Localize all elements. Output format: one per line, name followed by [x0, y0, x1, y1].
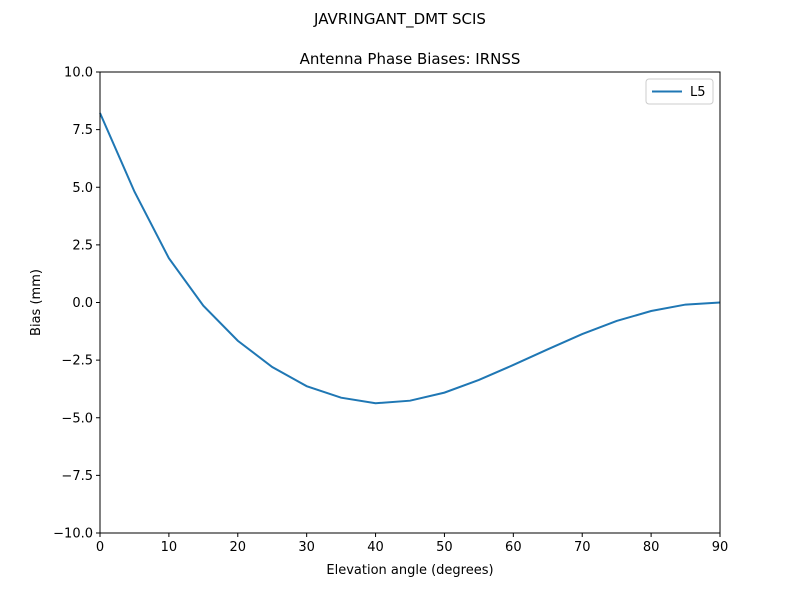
y-axis-label: Bias (mm): [29, 269, 44, 336]
y-tick-label: −10.0: [53, 527, 93, 542]
x-tick-label: 40: [367, 540, 384, 555]
plot-frame: [99, 71, 721, 534]
x-tick-label: 60: [505, 540, 522, 555]
y-tick-label: 2.5: [72, 238, 93, 253]
y-tick-label: −2.5: [61, 354, 93, 369]
chart-title: Antenna Phase Biases: IRNSS: [300, 50, 521, 68]
y-tick-label: 0.0: [72, 296, 93, 311]
y-tick-label: 7.5: [72, 123, 93, 138]
y-tick-label: 10.0: [64, 66, 93, 81]
y-tick-label: 5.0: [72, 181, 93, 196]
y-tick-label: −5.0: [61, 411, 93, 426]
x-tick-label: 0: [96, 540, 104, 555]
suptitle: JAVRINGANT_DMT SCIS: [313, 10, 486, 29]
series-line-L5: [99, 112, 721, 405]
x-tick-label: 10: [161, 540, 178, 555]
x-tick-label: 30: [298, 540, 315, 555]
x-tick-label: 70: [574, 540, 591, 555]
x-axis-label: Elevation angle (degrees): [326, 563, 493, 578]
x-tick-label: 20: [230, 540, 247, 555]
y-tick-label: −7.5: [61, 469, 93, 484]
x-tick-label: 50: [436, 540, 453, 555]
x-tick-label: 80: [643, 540, 660, 555]
legend-label-L5: L5: [690, 85, 706, 100]
x-tick-label: 90: [712, 540, 729, 555]
legend: L5: [645, 78, 714, 105]
